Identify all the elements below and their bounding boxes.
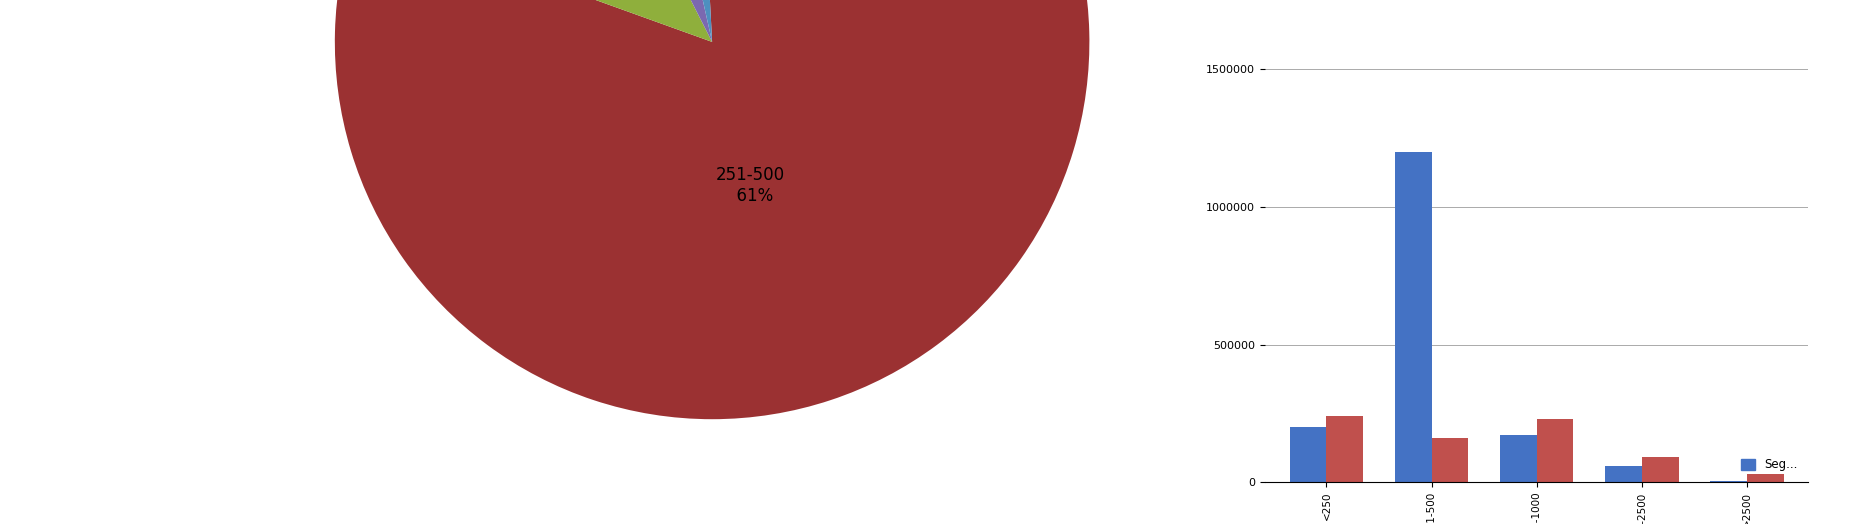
Text: 251-500
  61%: 251-500 61%: [715, 166, 785, 205]
Bar: [1746, 474, 1783, 482]
Bar: [1431, 438, 1468, 482]
Bar: [1641, 457, 1678, 482]
Bar: [1536, 419, 1573, 482]
Bar: [1498, 435, 1536, 482]
Legend: Seg...: Seg...: [1734, 454, 1802, 476]
Wedge shape: [358, 0, 712, 42]
Bar: [1289, 427, 1326, 482]
Wedge shape: [541, 0, 712, 42]
Bar: [1603, 465, 1641, 482]
Wedge shape: [629, 0, 712, 42]
Bar: [1394, 152, 1431, 482]
Bar: [1710, 481, 1746, 482]
Wedge shape: [335, 0, 1088, 419]
Bar: [1326, 416, 1362, 482]
